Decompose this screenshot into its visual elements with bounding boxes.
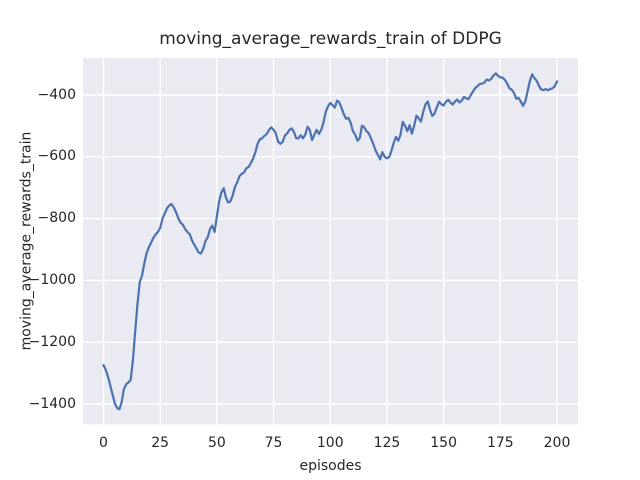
x-tick-label: 100 xyxy=(316,435,344,452)
y-tick-label: −600 xyxy=(37,148,76,165)
x-axis-label: episodes xyxy=(299,458,362,474)
x-tick-label: 75 xyxy=(264,435,283,452)
y-gridlines xyxy=(83,94,578,405)
y-tick-label: −1200 xyxy=(28,333,76,350)
chart-title: moving_average_rewards_train of DDPG xyxy=(159,29,502,49)
y-tick-label: −800 xyxy=(37,210,76,227)
reward-line-series xyxy=(102,72,559,411)
y-tick-label: −1000 xyxy=(28,271,76,288)
y-tick-label: −1400 xyxy=(28,395,76,412)
y-tick-label: −400 xyxy=(37,86,76,103)
x-tick-label: 175 xyxy=(486,435,514,452)
x-tick-label: 50 xyxy=(207,435,226,452)
x-tick-label: 125 xyxy=(373,435,401,452)
x-tick-label: 200 xyxy=(543,435,571,452)
x-tick-label: 25 xyxy=(151,435,170,452)
x-tick-label: 0 xyxy=(99,435,108,452)
x-tick-label: 150 xyxy=(430,435,457,452)
x-gridlines xyxy=(102,58,558,425)
